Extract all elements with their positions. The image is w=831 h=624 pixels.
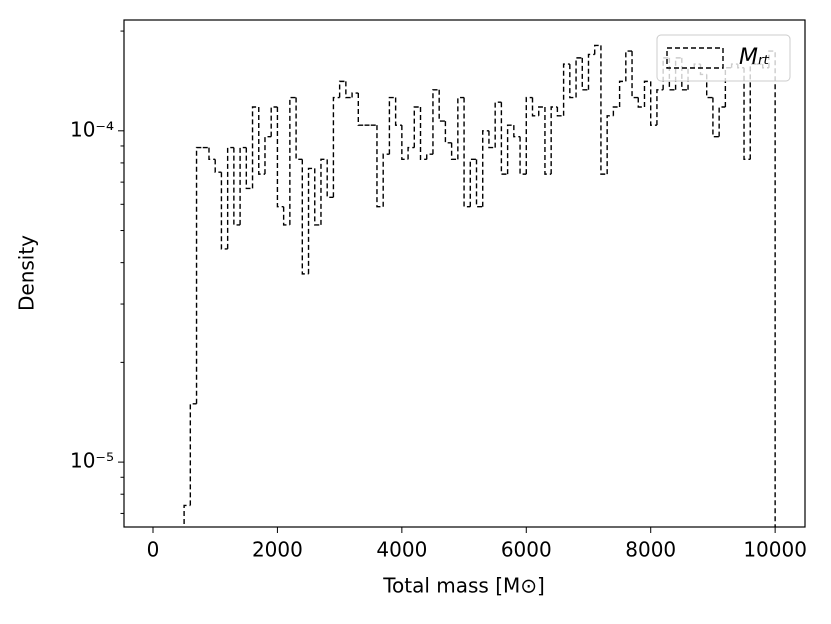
- histogram-step: [718, 106, 726, 137]
- x-tick-label: 2000: [252, 538, 303, 562]
- histogram-step: [413, 106, 421, 148]
- histogram-step: [482, 130, 489, 207]
- histogram-step: [637, 97, 645, 108]
- histogram-step: [258, 106, 265, 175]
- y-tick-label: 10⁻⁵: [70, 449, 114, 473]
- histogram-step: [351, 92, 359, 98]
- histogram-step: [531, 97, 539, 117]
- histogram-step: [500, 102, 508, 175]
- histogram-step: [556, 106, 564, 117]
- histogram-step: [618, 80, 626, 107]
- histogram-step: [289, 96, 297, 225]
- histogram-step: [401, 125, 409, 161]
- histogram-step: [394, 97, 402, 126]
- histogram-step: [183, 504, 191, 527]
- histogram-step: [706, 74, 713, 99]
- histogram-step: [743, 67, 751, 161]
- y-axis-label: Density: [15, 235, 39, 311]
- histogram-step: [251, 106, 259, 189]
- x-tick-label: 8000: [625, 538, 676, 562]
- histogram-step: [562, 63, 570, 116]
- plot-area: [183, 44, 776, 527]
- x-tick-label: 4000: [376, 538, 427, 562]
- x-tick-label: 10000: [743, 538, 807, 562]
- histogram-step: [525, 96, 533, 175]
- histogram-step: [338, 80, 346, 98]
- histogram-step: [438, 89, 446, 122]
- histogram-step: [301, 159, 309, 275]
- histogram-step: [208, 147, 216, 161]
- histogram-step: [189, 403, 197, 506]
- histogram-step: [245, 147, 253, 190]
- histogram-step: [581, 57, 589, 91]
- histogram-step: [506, 124, 514, 175]
- histogram-step: [264, 135, 272, 175]
- histogram-step: [282, 206, 290, 226]
- histogram-step: [550, 106, 558, 175]
- histogram-step: [600, 45, 608, 175]
- histogram-step: [388, 96, 396, 155]
- histogram-step: [444, 121, 452, 144]
- histogram-step: [469, 158, 477, 207]
- histogram-step: [276, 106, 284, 208]
- histogram-step: [488, 130, 496, 149]
- histogram-step: [494, 101, 502, 148]
- histogram-step: [569, 64, 577, 99]
- histogram-step: [220, 172, 228, 250]
- histogram-step: [594, 44, 601, 55]
- legend-label: Mᵣₜ: [739, 45, 770, 70]
- histogram-step: [332, 96, 340, 198]
- histogram-step: [606, 115, 614, 175]
- histogram-step: [463, 97, 471, 208]
- histogram-step: [768, 50, 776, 527]
- histogram-step: [214, 159, 222, 173]
- histogram-step: [656, 89, 664, 126]
- histogram-step: [432, 89, 440, 155]
- histogram-step: [382, 153, 390, 207]
- histogram-step: [513, 125, 521, 138]
- histogram-step: [239, 146, 247, 225]
- histogram-step: [544, 106, 552, 175]
- histogram-step: [475, 159, 483, 208]
- axes-frame: [123, 19, 806, 528]
- x-tick-label: 6000: [501, 538, 552, 562]
- histogram-step: [357, 93, 365, 126]
- histogram-step: [226, 146, 234, 249]
- histogram-step: [643, 80, 651, 107]
- histogram-step: [419, 106, 427, 161]
- x-axis-label: Total mass [M⊙]: [382, 574, 545, 598]
- histogram-step: [650, 81, 657, 126]
- histogram-step: [457, 96, 465, 160]
- y-tick-label: 10⁻⁴: [70, 117, 114, 141]
- histogram-step: [314, 168, 321, 226]
- histogram-step: [587, 53, 595, 90]
- histogram-step: [233, 147, 241, 226]
- x-tick-label: 0: [147, 538, 160, 562]
- histogram-step: [345, 81, 353, 99]
- histogram-step: [307, 167, 315, 274]
- histogram-step: [320, 158, 328, 225]
- histogram-step: [195, 146, 203, 404]
- legend-swatch: [666, 47, 724, 69]
- histogram-step: [625, 50, 633, 82]
- histogram-step: [426, 153, 433, 160]
- histogram-step: [326, 159, 334, 198]
- histogram-step: [407, 146, 415, 160]
- histogram-step: [712, 97, 720, 138]
- histogram-step: [519, 136, 527, 175]
- histogram-step: [538, 106, 545, 116]
- histogram-step: [270, 106, 278, 137]
- histogram-step: [376, 125, 384, 208]
- histogram-step: [631, 51, 639, 99]
- histogram-step: [295, 97, 303, 161]
- histogram-step: [575, 57, 583, 98]
- histogram-step: [612, 106, 620, 116]
- histogram-step: [450, 142, 458, 161]
